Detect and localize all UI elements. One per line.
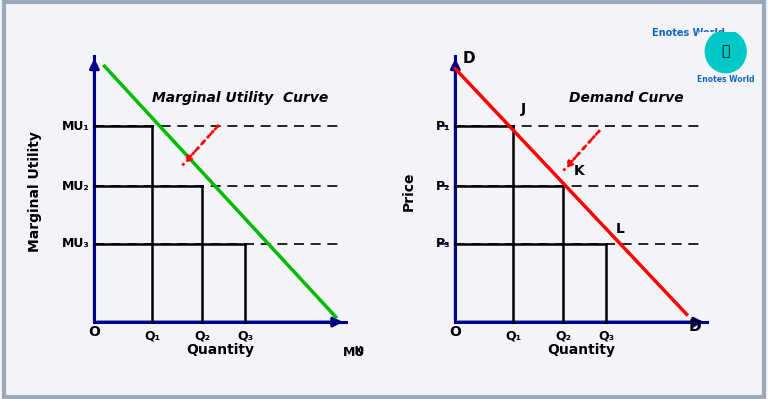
Text: P₁: P₁ [435, 120, 450, 133]
Text: Q₃: Q₃ [237, 330, 253, 343]
Text: Quantity: Quantity [186, 343, 254, 357]
Text: Q₂: Q₂ [194, 330, 210, 343]
Text: MU: MU [343, 346, 366, 359]
Text: Q₂: Q₂ [555, 330, 571, 343]
Text: Price: Price [402, 172, 415, 211]
Text: P₃: P₃ [435, 237, 450, 250]
Text: X: X [355, 346, 362, 356]
Text: D: D [689, 320, 702, 334]
Text: MU₁: MU₁ [61, 120, 89, 133]
Text: D: D [463, 51, 475, 66]
Text: Q₃: Q₃ [598, 330, 614, 343]
Text: Marginal Utility: Marginal Utility [28, 131, 41, 252]
Text: Demand Curve: Demand Curve [569, 91, 684, 105]
Text: Quantity: Quantity [547, 343, 615, 357]
Text: O: O [88, 325, 101, 339]
Text: O: O [449, 325, 462, 339]
Text: K: K [574, 164, 584, 178]
Text: Q₁: Q₁ [144, 330, 161, 343]
Text: P₂: P₂ [435, 180, 450, 193]
Text: Q₁: Q₁ [505, 330, 521, 343]
Text: J: J [521, 102, 526, 116]
Circle shape [705, 30, 746, 73]
Text: L: L [616, 222, 625, 236]
Text: 📖: 📖 [722, 44, 730, 59]
Text: Marginal Utility  Curve: Marginal Utility Curve [152, 91, 328, 105]
Text: MU₂: MU₂ [61, 180, 89, 193]
Text: Enotes World: Enotes World [652, 28, 725, 38]
Text: Enotes World: Enotes World [697, 75, 754, 84]
Text: MU₃: MU₃ [61, 237, 89, 250]
